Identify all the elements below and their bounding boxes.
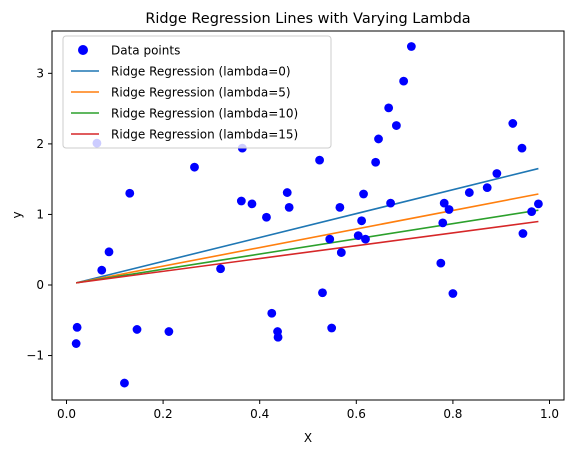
- y-tick-label: 0: [36, 278, 44, 292]
- y-axis-label: y: [10, 211, 24, 218]
- data-point: [282, 188, 292, 197]
- data-point: [384, 103, 394, 113]
- x-tick-label: 0.8: [443, 407, 462, 421]
- data-point: [361, 234, 370, 244]
- data-point: [527, 207, 537, 217]
- data-point: [386, 198, 395, 208]
- data-point: [359, 189, 368, 199]
- legend: Data points Ridge Regression (lambda=0) Ri…: [62, 35, 332, 149]
- data-point: [190, 162, 199, 172]
- data-point: [353, 231, 363, 241]
- legend-marker-data-points: [78, 45, 88, 55]
- data-point: [436, 258, 446, 268]
- data-point: [104, 247, 114, 257]
- data-point: [72, 322, 82, 332]
- data-point: [399, 76, 409, 86]
- data-point: [327, 323, 337, 333]
- data-point: [464, 188, 474, 197]
- regression-line-1: [75, 193, 539, 284]
- x-tick-label: 0.0: [57, 407, 76, 421]
- data-point: [216, 264, 225, 274]
- legend-label: Ridge Regression (lambda=10): [111, 107, 298, 121]
- legend-label: Data points: [111, 44, 180, 58]
- x-tick-label: 0.6: [347, 407, 366, 421]
- x-tick-label: 1.0: [540, 407, 559, 421]
- data-point: [125, 188, 135, 198]
- data-point: [518, 229, 528, 238]
- x-tick-label: 0.4: [250, 407, 269, 421]
- y-tick-label: 1: [36, 207, 44, 221]
- data-point: [247, 199, 257, 209]
- data-point: [444, 205, 454, 214]
- data-point: [164, 327, 174, 336]
- data-point: [273, 332, 283, 342]
- regression-line-0: [75, 167, 539, 284]
- data-point: [371, 157, 381, 167]
- legend-label: Ridge Regression (lambda=15): [111, 128, 298, 142]
- legend-box: [62, 35, 332, 149]
- x-axis-ticks: 0.0 0.2 0.4 0.6 0.8 1.0: [57, 400, 559, 421]
- data-point: [357, 216, 367, 226]
- data-point: [336, 248, 346, 257]
- data-point: [71, 339, 81, 348]
- data-point: [517, 143, 527, 153]
- data-point: [132, 325, 142, 334]
- data-point: [492, 169, 502, 178]
- data-point: [482, 183, 492, 193]
- x-tick-label: 0.2: [154, 407, 173, 421]
- plot-area-frame: [51, 30, 565, 401]
- data-point: [325, 234, 335, 244]
- data-point: [120, 378, 129, 388]
- data-points: [71, 42, 543, 388]
- data-point: [374, 134, 383, 144]
- regression-lines: [75, 167, 539, 284]
- data-point: [262, 212, 271, 222]
- x-axis-label: X: [304, 431, 312, 445]
- data-point: [284, 202, 294, 212]
- y-tick-label: −1: [26, 349, 44, 363]
- legend-label: Ridge Regression (lambda=0): [111, 65, 291, 79]
- data-point: [439, 198, 449, 208]
- data-point: [406, 42, 416, 51]
- regression-line-3: [76, 220, 539, 284]
- chart-title: Ridge Regression Lines with Varying Lamb…: [145, 11, 470, 27]
- y-tick-label: 2: [36, 137, 44, 151]
- y-axis-ticks: −1 0 1 2 3: [26, 66, 52, 363]
- data-point: [448, 289, 458, 298]
- data-point: [315, 155, 324, 165]
- data-point: [97, 265, 107, 275]
- data-point: [534, 199, 543, 209]
- data-point: [267, 308, 277, 318]
- data-point: [438, 218, 448, 228]
- y-tick-label: 3: [36, 66, 44, 80]
- data-point: [508, 119, 518, 128]
- legend-label: Ridge Regression (lambda=5): [111, 86, 291, 100]
- data-point: [391, 121, 401, 130]
- data-point: [236, 196, 246, 206]
- regression-line-2: [76, 209, 539, 284]
- data-point: [335, 202, 345, 212]
- data-point: [318, 288, 327, 298]
